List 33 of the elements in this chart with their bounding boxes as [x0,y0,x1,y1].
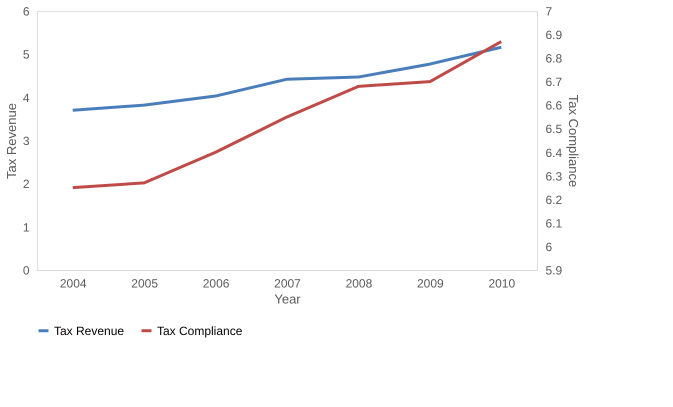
y2-tick-label: 6.6 [546,98,563,113]
line-series [71,46,503,112]
y-tick-label: 6 [22,4,30,18]
line-series [71,40,503,190]
x-tick-label: 2010 [488,276,516,290]
y-tick-label: 3 [22,134,30,148]
y-tick-label: 5 [22,48,30,62]
x-axis-title: Year [274,292,302,306]
y2-tick-label: 6.9 [546,28,563,42]
y2-tick-label: 6.8 [546,52,563,66]
x-tick-label: 2004 [60,276,87,290]
y2-tick-label: 6.7 [546,75,563,90]
y2-tick-label: 6.4 [546,146,563,160]
y2-tick-label: 7 [546,4,552,18]
y2-tick-label: 6 [546,240,552,254]
y2-tick-label: 6.2 [546,192,563,207]
y-tick-label: 0 [22,264,30,278]
legend-label: Tax Compliance [157,324,243,338]
y2-tick-label: 5.9 [546,264,563,278]
legend-label: Tax Revenue [54,324,124,338]
y2-tick-label: 6.3 [546,169,563,184]
y-axis-title: Tax Revenue [4,103,19,179]
y2-tick-label: 6.5 [546,122,563,136]
x-tick-label: 2009 [417,276,444,290]
x-tick-label: 2005 [131,276,158,290]
y2-axis-title: Tax Compliance [566,94,582,188]
x-tick-label: 2008 [346,276,373,290]
x-tick-label: 2007 [274,276,302,290]
y-tick-label: 4 [22,90,30,105]
x-tick-label: 2006 [202,276,230,290]
y2-tick-label: 6.1 [546,216,563,230]
y-tick-label: 2 [22,177,30,192]
y-tick-label: 1 [22,220,30,234]
